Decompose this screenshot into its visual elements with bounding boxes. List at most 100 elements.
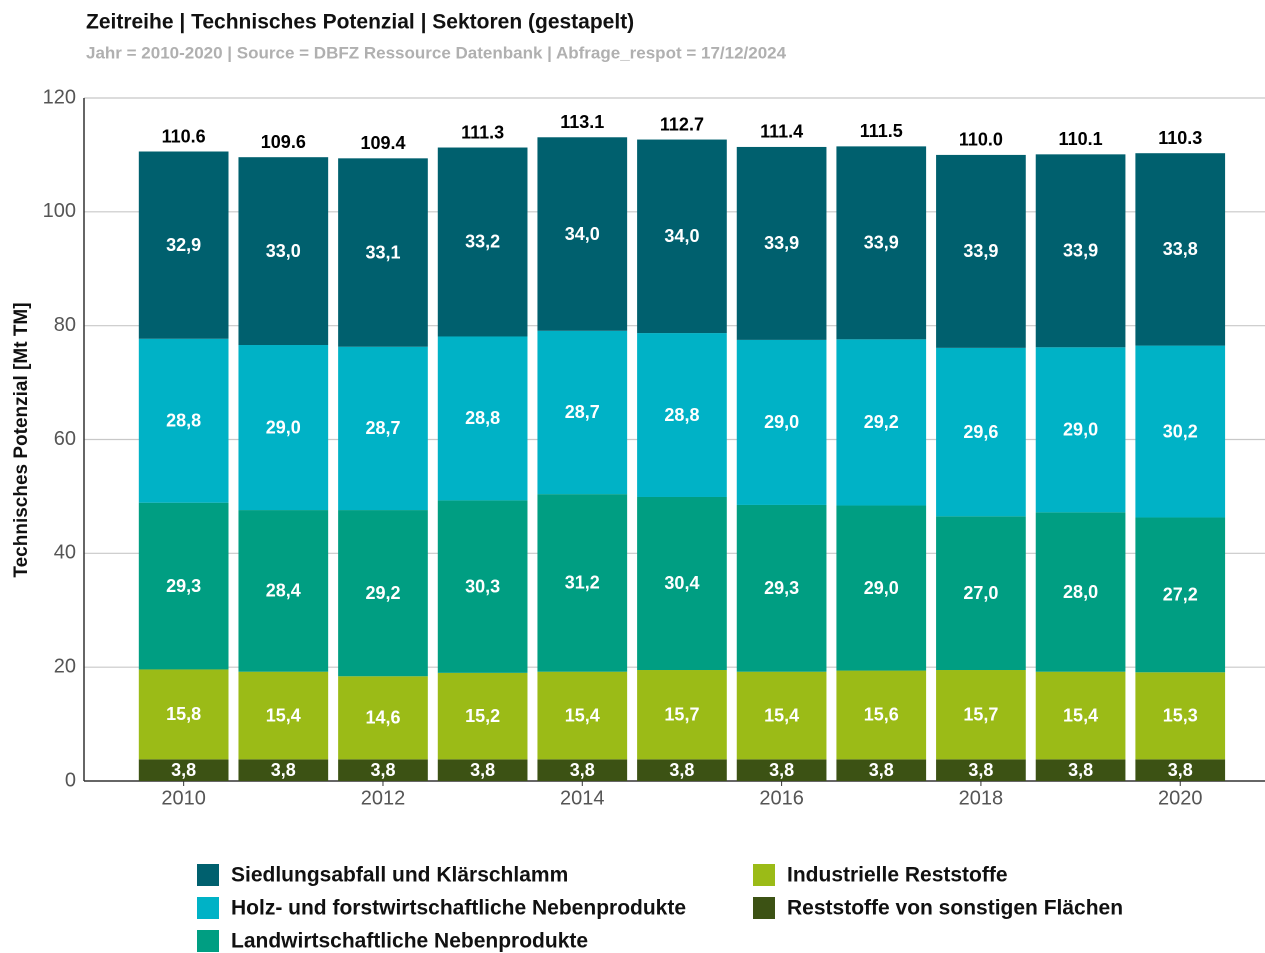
value-label: 28,8 — [166, 410, 201, 430]
value-label: 27,2 — [1163, 585, 1198, 605]
total-label: 111.5 — [860, 121, 903, 141]
y-tick-label: 60 — [54, 428, 76, 450]
value-label: 15,4 — [565, 705, 600, 725]
total-label: 109.6 — [261, 132, 306, 152]
value-label: 3,8 — [470, 760, 495, 780]
total-label: 111.3 — [461, 122, 504, 142]
bar-segment — [936, 759, 1026, 781]
value-label: 29,3 — [166, 576, 201, 596]
bar-segment — [138, 669, 229, 760]
bar-segment — [537, 671, 628, 760]
bar-segment — [637, 759, 727, 781]
bar-segment — [936, 347, 1026, 517]
bar-segment — [637, 333, 727, 497]
legend-label: Holz- und forstwirtschaftliche Nebenprod… — [231, 897, 686, 920]
value-label: 32,9 — [166, 235, 201, 255]
x-tick-label: 2020 — [1158, 787, 1203, 809]
legend-swatch — [753, 864, 775, 886]
bar-segment — [637, 496, 727, 671]
legend-swatch — [197, 930, 219, 952]
y-tick-label: 0 — [65, 769, 76, 791]
value-label: 3,8 — [1068, 760, 1093, 780]
value-label: 29,0 — [764, 412, 799, 432]
value-label: 3,8 — [570, 760, 595, 780]
x-tick-label: 2014 — [560, 787, 605, 809]
bar-segment — [1135, 153, 1226, 346]
x-tick-label: 2010 — [161, 787, 206, 809]
bar-segment — [437, 759, 528, 781]
total-label: 110.1 — [1059, 129, 1103, 149]
total-label: 111.4 — [760, 122, 803, 142]
bar-segment — [338, 676, 428, 760]
value-label: 28,8 — [465, 408, 500, 428]
bar-segment — [1135, 345, 1226, 518]
value-label: 3,8 — [669, 760, 694, 780]
total-label: 110.0 — [959, 130, 1003, 150]
bar-segment — [437, 147, 528, 337]
bar-segment — [437, 336, 528, 501]
value-label: 33,1 — [365, 242, 400, 262]
legend-swatch — [197, 897, 219, 919]
value-label: 28,7 — [365, 418, 400, 438]
bar-segment — [238, 157, 329, 346]
value-label: 31,2 — [565, 573, 600, 593]
bar-segment — [138, 759, 229, 781]
value-label: 15,7 — [963, 704, 998, 724]
y-axis-label: Technisches Potenzial [Mt TM] — [11, 302, 32, 577]
value-label: 28,7 — [565, 402, 600, 422]
bar-segment — [736, 759, 827, 781]
value-label: 28,4 — [266, 581, 301, 601]
value-label: 15,8 — [166, 704, 201, 724]
value-label: 15,6 — [864, 705, 899, 725]
value-label: 3,8 — [171, 760, 196, 780]
bar-segment — [238, 671, 329, 760]
value-label: 29,0 — [864, 578, 899, 598]
total-label: 109.4 — [360, 133, 405, 153]
bar-segment — [736, 671, 827, 760]
total-label: 110.3 — [1158, 128, 1202, 148]
legend-label: Industrielle Reststoffe — [787, 864, 1008, 887]
value-label: 3,8 — [1168, 760, 1193, 780]
value-label: 28,8 — [664, 405, 699, 425]
bar-segment — [936, 154, 1026, 348]
bar-segment — [138, 151, 229, 339]
bar-segment — [537, 137, 628, 331]
bar-segment — [238, 759, 329, 781]
value-label: 34,0 — [565, 224, 600, 244]
bar-segment — [537, 759, 628, 781]
value-label: 3,8 — [769, 760, 794, 780]
value-label: 33,9 — [764, 233, 799, 253]
y-tick-label: 100 — [43, 200, 76, 222]
value-label: 34,0 — [664, 226, 699, 246]
bar-segment — [338, 346, 428, 511]
total-label: 113.1 — [560, 112, 604, 132]
value-label: 30,4 — [664, 573, 699, 593]
bar-segment — [836, 146, 927, 340]
legend-label: Reststoffe von sonstigen Flächen — [787, 897, 1123, 920]
bar-segment — [1035, 347, 1126, 513]
bar-segment — [936, 670, 1026, 760]
bar-segment — [736, 339, 827, 505]
bar-segment — [836, 670, 927, 760]
bar-segment — [1035, 671, 1126, 760]
bar-segment — [238, 345, 329, 511]
total-label: 112.7 — [660, 114, 704, 134]
value-label: 33,0 — [266, 241, 301, 261]
value-label: 28,0 — [1063, 582, 1098, 602]
value-label: 29,0 — [266, 417, 301, 437]
bar-segment — [437, 672, 528, 760]
bar-segment — [836, 505, 927, 671]
bar-segment — [338, 759, 428, 781]
y-tick-label: 20 — [54, 655, 76, 677]
bar-segment — [138, 338, 229, 503]
legend-label: Siedlungsabfall und Klärschlamm — [231, 864, 568, 887]
bar-segment — [1035, 759, 1126, 781]
bar-segment — [836, 339, 927, 506]
bar-segment — [338, 510, 428, 677]
value-label: 29,2 — [864, 412, 899, 432]
value-label: 27,0 — [963, 583, 998, 603]
bar-segment — [1035, 154, 1126, 348]
y-tick-label: 40 — [54, 542, 76, 564]
